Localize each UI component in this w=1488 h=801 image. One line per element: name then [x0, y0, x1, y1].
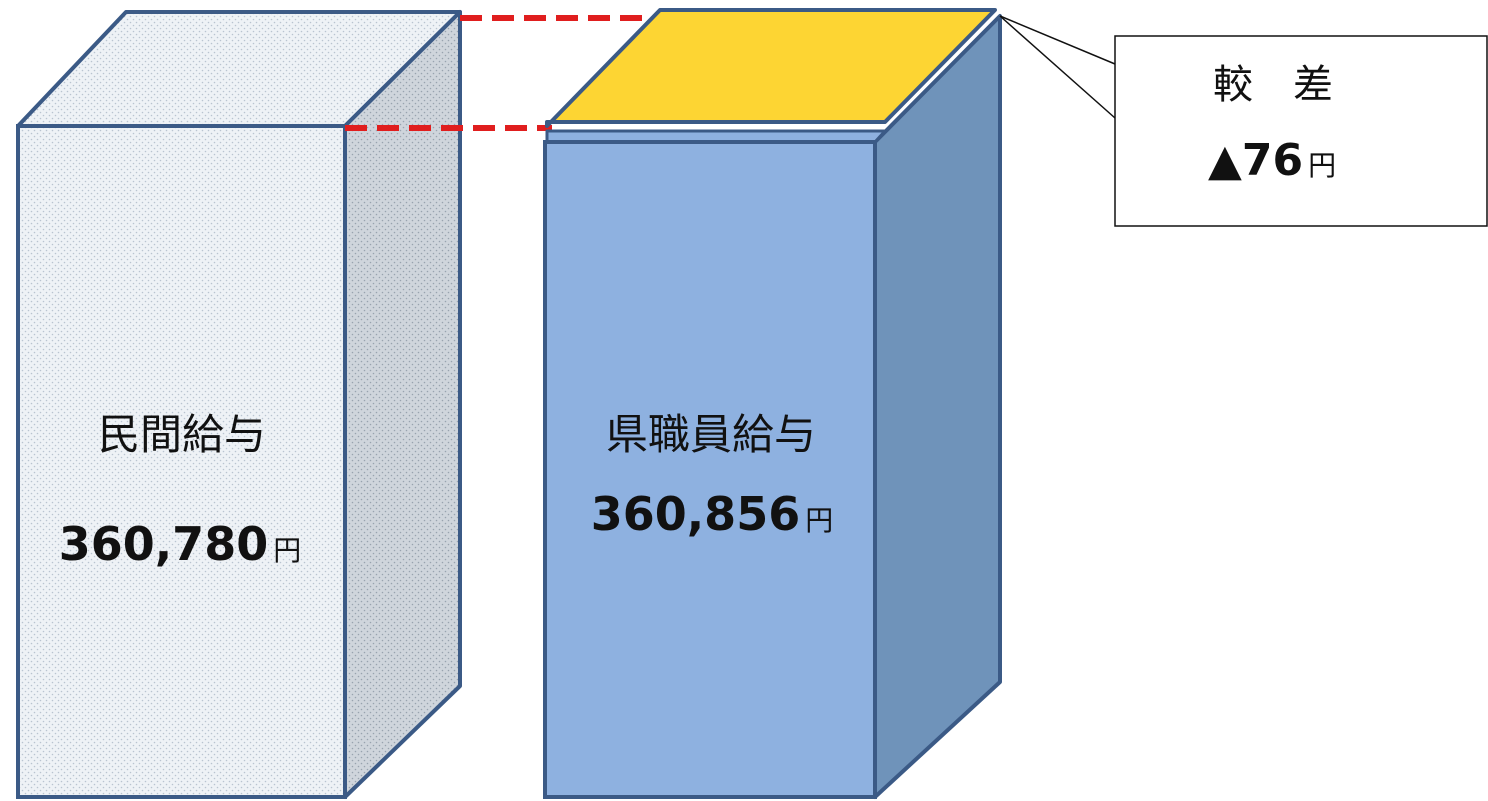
- pref-staff-wage-amount-line: 360,856 円: [591, 487, 834, 541]
- pref-staff-wage-label: 県職員給与: [606, 410, 816, 459]
- difference-callout-box: [1114, 35, 1488, 227]
- pref-staff-wage-box: [543, 8, 1002, 799]
- private-wage-box-front: [16, 124, 347, 799]
- pref-staff-wage-unit: 円: [805, 504, 833, 537]
- private-wage-amount-line: 360,780 円: [59, 517, 302, 571]
- callout-pointer-lower: [999, 15, 1116, 119]
- difference-unit: 円: [1308, 149, 1336, 182]
- difference-callout-pointer: [999, 15, 1116, 119]
- difference-amount: ▲76: [1208, 135, 1303, 186]
- pref-staff-wage-box-side: [873, 14, 1002, 799]
- pref-staff-wage-box-front: [543, 140, 877, 799]
- pref-staff-wage-amount: 360,856: [591, 487, 801, 541]
- private-wage-box: [16, 10, 462, 799]
- private-wage-amount: 360,780: [59, 517, 269, 571]
- difference-top-face: [545, 8, 997, 128]
- difference-amount-line: ▲76 円: [1208, 135, 1336, 186]
- comparison-guide-lines: [345, 15, 650, 131]
- difference-label: 較 差: [1213, 62, 1333, 108]
- private-wage-label: 民間給与: [98, 410, 266, 459]
- callout-pointer-upper: [999, 15, 1116, 65]
- private-wage-unit: 円: [273, 534, 301, 567]
